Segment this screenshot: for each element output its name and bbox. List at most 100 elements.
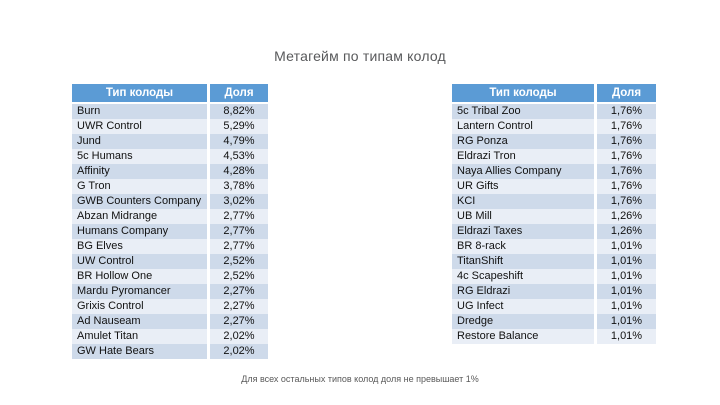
share-value-cell: 2,27% (207, 299, 268, 314)
share-value-cell: 1,26% (594, 224, 656, 239)
table-row: UB Mill 1,26% (452, 209, 656, 224)
table-row: BG Elves 2,77% (72, 239, 268, 254)
share-value-cell: 4,79% (207, 134, 268, 149)
share-value-cell: 2,27% (207, 314, 268, 329)
table-row: Ad Nauseam 2,27% (72, 314, 268, 329)
share-value-cell: 2,52% (207, 254, 268, 269)
deck-name-cell: Grixis Control (72, 299, 207, 314)
table-row: GWB Counters Company 3,02% (72, 194, 268, 209)
table-row: UWR Control 5,29% (72, 119, 268, 134)
metagame-table-right: Тип колоды Доля 5c Tribal Zoo 1,76% Lantern … (452, 84, 656, 344)
share-value-cell: 1,76% (594, 119, 656, 134)
deck-name-cell: Burn (72, 104, 207, 119)
share-value-cell: 1,76% (594, 149, 656, 164)
share-value-cell: 3,78% (207, 179, 268, 194)
share-value-cell: 2,02% (207, 329, 268, 344)
share-value-cell: 2,77% (207, 209, 268, 224)
share-value-cell: 1,76% (594, 164, 656, 179)
share-value-cell: 2,02% (207, 344, 268, 359)
deck-name-cell: UR Gifts (452, 179, 594, 194)
table-row: G Tron 3,78% (72, 179, 268, 194)
table-row: 5c Humans 4,53% (72, 149, 268, 164)
deck-name-cell: Affinity (72, 164, 207, 179)
share-value-cell: 1,76% (594, 194, 656, 209)
table-row: 5c Tribal Zoo 1,76% (452, 104, 656, 119)
table-row: Jund 4,79% (72, 134, 268, 149)
share-value-cell: 2,52% (207, 269, 268, 284)
share-value-cell: 1,26% (594, 209, 656, 224)
share-value-cell: 5,29% (207, 119, 268, 134)
table-row: RG Eldrazi 1,01% (452, 284, 656, 299)
deck-name-cell: GWB Counters Company (72, 194, 207, 209)
table-row: KCI 1,76% (452, 194, 656, 209)
deck-name-cell: 5c Humans (72, 149, 207, 164)
share-value-cell: 8,82% (207, 104, 268, 119)
deck-name-cell: BR 8-rack (452, 239, 594, 254)
table-row: Mardu Pyromancer 2,27% (72, 284, 268, 299)
table-row: Burn 8,82% (72, 104, 268, 119)
table-row: Naya Allies Company 1,76% (452, 164, 656, 179)
share-value-cell: 1,01% (594, 284, 656, 299)
deck-name-cell: UB Mill (452, 209, 594, 224)
table-row: UG Infect 1,01% (452, 299, 656, 314)
deck-name-cell: UWR Control (72, 119, 207, 134)
footnote: Для всех остальных типов колод доля не п… (241, 374, 479, 384)
share-value-cell: 3,02% (207, 194, 268, 209)
table-row: Eldrazi Tron 1,76% (452, 149, 656, 164)
deck-name-cell: RG Eldrazi (452, 284, 594, 299)
share-value-cell: 4,53% (207, 149, 268, 164)
table-row: Amulet Titan 2,02% (72, 329, 268, 344)
share-value-cell: 1,01% (594, 269, 656, 284)
deck-name-cell: KCI (452, 194, 594, 209)
deck-name-cell: Dredge (452, 314, 594, 329)
table-row: 4c Scapeshift 1,01% (452, 269, 656, 284)
table-row: Grixis Control 2,27% (72, 299, 268, 314)
table-row: Humans Company 2,77% (72, 224, 268, 239)
col-header-share: Доля (207, 84, 268, 104)
deck-name-cell: G Tron (72, 179, 207, 194)
deck-name-cell: RG Ponza (452, 134, 594, 149)
share-value-cell: 2,77% (207, 239, 268, 254)
col-header-deck-type: Тип колоды (452, 84, 594, 104)
share-value-cell: 1,01% (594, 329, 656, 344)
deck-name-cell: 4c Scapeshift (452, 269, 594, 284)
deck-name-cell: Eldrazi Taxes (452, 224, 594, 239)
deck-name-cell: Restore Balance (452, 329, 594, 344)
deck-name-cell: UG Infect (452, 299, 594, 314)
share-value-cell: 1,01% (594, 254, 656, 269)
table-header-row: Тип колоды Доля (452, 84, 656, 104)
deck-name-cell: BR Hollow One (72, 269, 207, 284)
share-value-cell: 1,76% (594, 104, 656, 119)
share-value-cell: 4,28% (207, 164, 268, 179)
table-row: BR 8-rack 1,01% (452, 239, 656, 254)
table-row: Lantern Control 1,76% (452, 119, 656, 134)
slide-title: Метагейм по типам колод (274, 48, 446, 64)
deck-name-cell: GW Hate Bears (72, 344, 207, 359)
share-value-cell: 1,01% (594, 314, 656, 329)
table-header-row: Тип колоды Доля (72, 84, 268, 104)
share-value-cell: 2,77% (207, 224, 268, 239)
table-row: Eldrazi Taxes 1,26% (452, 224, 656, 239)
table-row: Dredge 1,01% (452, 314, 656, 329)
table-row: UW Control 2,52% (72, 254, 268, 269)
deck-name-cell: Amulet Titan (72, 329, 207, 344)
share-value-cell: 1,01% (594, 239, 656, 254)
table-row: TitanShift 1,01% (452, 254, 656, 269)
col-header-deck-type: Тип колоды (72, 84, 207, 104)
table-row: GW Hate Bears 2,02% (72, 344, 268, 359)
table-row: RG Ponza 1,76% (452, 134, 656, 149)
deck-name-cell: Jund (72, 134, 207, 149)
table-row: Abzan Midrange 2,77% (72, 209, 268, 224)
deck-name-cell: Mardu Pyromancer (72, 284, 207, 299)
table-row: Restore Balance 1,01% (452, 329, 656, 344)
col-header-share: Доля (594, 84, 656, 104)
table-row: UR Gifts 1,76% (452, 179, 656, 194)
share-value-cell: 2,27% (207, 284, 268, 299)
deck-name-cell: Eldrazi Tron (452, 149, 594, 164)
deck-name-cell: Ad Nauseam (72, 314, 207, 329)
table-row: Affinity 4,28% (72, 164, 268, 179)
deck-name-cell: BG Elves (72, 239, 207, 254)
deck-name-cell: Humans Company (72, 224, 207, 239)
metagame-table-left: Тип колоды Доля Burn 8,82% UWR Control 5,29% J… (72, 84, 268, 359)
